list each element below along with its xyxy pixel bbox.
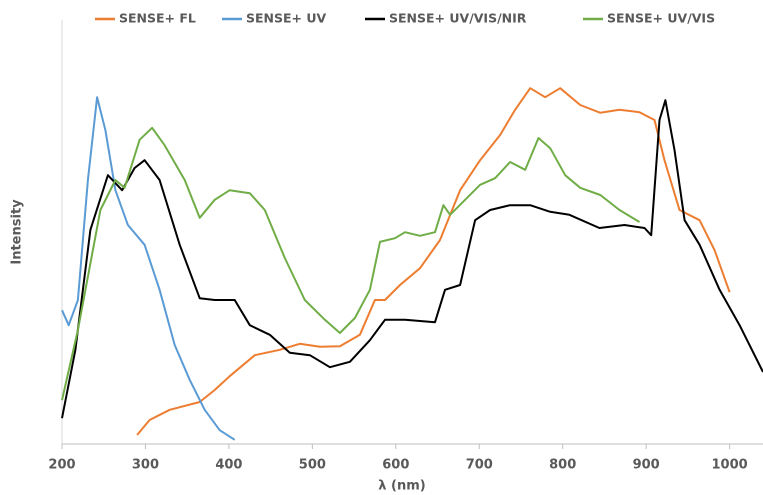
x-tick-label: 300 bbox=[132, 458, 159, 473]
x-tick-label: 500 bbox=[299, 458, 326, 473]
x-axis-title: λ (nm) bbox=[378, 479, 425, 494]
x-tick-label: 1000 bbox=[712, 458, 748, 473]
y-axis-title: Intensity bbox=[10, 199, 25, 265]
x-tick-label: 200 bbox=[48, 458, 75, 473]
x-tick-label: 600 bbox=[382, 458, 409, 473]
series-line bbox=[136, 87, 731, 436]
legend-label: SENSE+ UV bbox=[246, 11, 327, 26]
x-tick-label: 700 bbox=[466, 458, 493, 473]
series-line bbox=[61, 126, 641, 401]
series-line bbox=[61, 96, 236, 441]
series-line bbox=[61, 99, 763, 419]
legend-label: SENSE+ UV/VIS bbox=[607, 11, 715, 26]
x-tick-label: 800 bbox=[549, 458, 576, 473]
legend-label: SENSE+ UV/VIS/NIR bbox=[389, 11, 527, 26]
x-tick-label: 400 bbox=[215, 458, 242, 473]
x-tick-label: 900 bbox=[633, 458, 660, 473]
legend-label: SENSE+ FL bbox=[119, 11, 196, 26]
